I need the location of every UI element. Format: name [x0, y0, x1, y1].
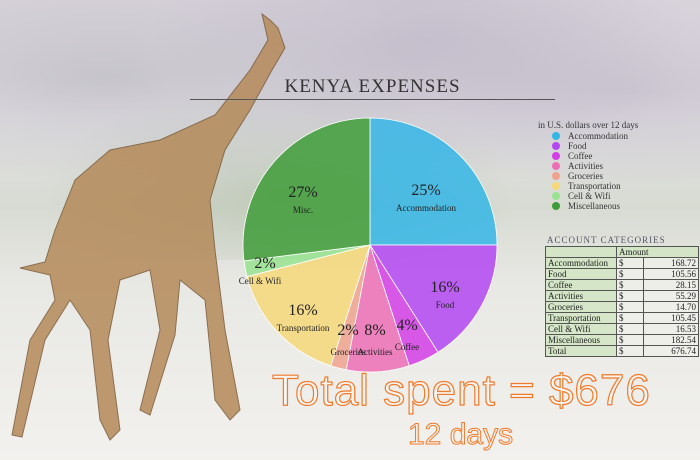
pie-slice-transportation: [246, 244, 371, 367]
amount-header: Amount: [616, 246, 699, 258]
category-cell: Total: [545, 345, 617, 357]
legend-swatch: [552, 142, 560, 150]
legend-item: Accommodation: [552, 131, 638, 141]
total-spent-text: Total spent = $676: [271, 365, 651, 415]
currency-cell: $: [616, 345, 644, 357]
pie-percent-label: 2%: [337, 322, 358, 339]
table-row: Coffee $28.15: [545, 279, 699, 291]
category-cell: Transportation: [545, 312, 617, 324]
table-header-row: Amount: [545, 246, 699, 258]
legend-swatch: [552, 182, 560, 190]
currency-cell: $: [616, 301, 644, 313]
pie-category-label: Coffee: [395, 342, 419, 352]
chart-title: KENYA EXPENSES: [190, 76, 555, 100]
legend-swatch: [552, 162, 560, 170]
currency-cell: $: [616, 323, 644, 335]
category-cell: Coffee: [545, 279, 617, 291]
legend-item: Transportation: [552, 181, 638, 191]
pie-percent-label: 16%: [288, 302, 317, 319]
legend-swatch: [552, 152, 560, 160]
legend-label: Miscellaneous: [568, 201, 620, 211]
category-cell: Food: [545, 268, 617, 280]
table-row: Cell & Wifi $16.53: [545, 323, 699, 335]
table-row: Groceries $14.70: [545, 301, 699, 313]
pie-category-label: Accommodation: [396, 203, 456, 213]
table-row: Food $105.56: [545, 268, 699, 280]
pie-percent-label: 16%: [430, 279, 459, 296]
currency-cell: $: [616, 290, 644, 302]
currency-cell: $: [616, 279, 644, 291]
legend-caption: in U.S. dollars over 12 days: [538, 120, 639, 130]
category-cell: Accommodation: [545, 257, 617, 269]
category-cell: Groceries: [545, 301, 617, 313]
table-row: Activities $55.29: [545, 290, 699, 302]
currency-cell: $: [616, 257, 644, 269]
table-row: Miscellaneous $182.54: [545, 334, 699, 346]
pie-slice-miscellaneous: [242, 117, 371, 262]
amount-cell: 105.45: [643, 312, 699, 324]
pie-slice-food: [369, 244, 498, 353]
legend-label: Groceries: [568, 171, 603, 181]
table-title: ACCOUNT CATEGORIES: [547, 235, 666, 245]
pie-category-label: Cell & Wifi: [239, 276, 282, 286]
category-cell: Cell & Wifi: [545, 323, 617, 335]
legend-label: Food: [568, 141, 587, 151]
table-row: Total $676.74: [545, 345, 699, 357]
amount-cell: 14.70: [643, 301, 699, 313]
pie-category-label: Misc.: [293, 205, 313, 215]
pie-percent-label: 25%: [411, 182, 440, 199]
amount-cell: 182.54: [643, 334, 699, 346]
pie-category-label: Food: [436, 300, 455, 310]
pie-percent-label: 27%: [288, 184, 317, 201]
table-row: Transportation $105.45: [545, 312, 699, 324]
pie-category-label: Groceries: [331, 347, 366, 357]
amount-cell: 168.72: [643, 257, 699, 269]
currency-cell: $: [616, 268, 644, 280]
legend-item: Cell & Wifi: [552, 191, 638, 201]
pie-category-label: Activities: [358, 347, 393, 357]
amount-cell: 105.56: [643, 268, 699, 280]
pie-percent-label: 8%: [364, 322, 385, 339]
category-cell: Activities: [545, 290, 617, 302]
pie-percent-label: 4%: [396, 317, 417, 334]
legend-item: Food: [552, 141, 638, 151]
legend-item: Coffee: [552, 151, 638, 161]
legend: in U.S. dollars over 12 days Accommodati…: [538, 120, 638, 211]
pie-percent-label: 2%: [254, 255, 275, 272]
category-cell: Miscellaneous: [545, 334, 617, 346]
legend-swatch: [552, 202, 560, 210]
days-text: 12 days: [407, 418, 514, 452]
currency-cell: $: [616, 334, 644, 346]
legend-swatch: [552, 172, 560, 180]
legend-label: Accommodation: [568, 131, 628, 141]
legend-label: Transportation: [568, 181, 621, 191]
legend-swatch: [552, 192, 560, 200]
table-row: Accommodation $168.72: [545, 257, 699, 269]
amount-cell: 55.29: [643, 290, 699, 302]
pie-slice-accommodation: [369, 117, 498, 246]
legend-swatch: [552, 132, 560, 140]
amount-cell: 16.53: [643, 323, 699, 335]
legend-item: Groceries: [552, 171, 638, 181]
pie-category-label: Transportation: [277, 323, 330, 333]
amount-cell: 28.15: [643, 279, 699, 291]
legend-item: Activities: [552, 161, 638, 171]
legend-label: Activities: [568, 161, 603, 171]
legend-label: Cell & Wifi: [568, 191, 611, 201]
legend-label: Coffee: [568, 151, 593, 161]
amount-cell: 676.74: [643, 345, 699, 357]
currency-cell: $: [616, 312, 644, 324]
account-table: Amount Accommodation $168.72 Food $105.56 Co…: [545, 246, 699, 357]
legend-item: Miscellaneous: [552, 201, 638, 211]
